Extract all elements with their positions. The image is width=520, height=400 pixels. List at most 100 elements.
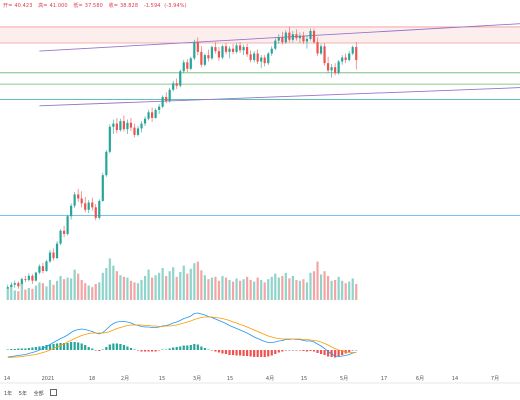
candle bbox=[326, 56, 330, 73]
x-tick-label: 2021 bbox=[42, 376, 55, 382]
volume-bar bbox=[302, 279, 305, 300]
candle-body bbox=[326, 63, 330, 71]
macd-histogram-bar bbox=[45, 345, 48, 350]
volume-bar bbox=[101, 272, 104, 300]
macd-histogram-bar bbox=[73, 342, 76, 350]
x-tick-label: 3月 bbox=[193, 376, 201, 382]
volume-bar bbox=[288, 278, 291, 300]
volume-bar bbox=[242, 279, 245, 300]
volume-bar bbox=[70, 278, 73, 300]
candle bbox=[150, 107, 154, 122]
candle-body bbox=[112, 123, 115, 127]
volume-bar bbox=[179, 272, 182, 300]
volume-bar bbox=[291, 276, 294, 300]
macd-histogram-bar bbox=[48, 344, 52, 350]
candle bbox=[84, 196, 87, 213]
macd-histogram-bar bbox=[140, 350, 143, 352]
candle bbox=[305, 35, 309, 49]
candle bbox=[344, 53, 347, 64]
volume-bar bbox=[59, 276, 62, 300]
x-tick-label: 7月 bbox=[491, 376, 499, 382]
candle-body bbox=[165, 97, 168, 102]
candle bbox=[98, 199, 101, 220]
volume-bar bbox=[263, 282, 266, 300]
candle bbox=[101, 172, 104, 202]
macd-histogram-bar bbox=[207, 349, 210, 350]
candle bbox=[87, 200, 90, 213]
candle bbox=[133, 123, 136, 138]
candle-body bbox=[221, 46, 224, 58]
volume-bar bbox=[207, 279, 210, 300]
volume-bar bbox=[108, 258, 111, 300]
macd-histogram-bar bbox=[6, 349, 9, 350]
open-readout: 开= 40.423 bbox=[3, 3, 33, 9]
candle bbox=[334, 63, 337, 76]
candle bbox=[143, 116, 147, 126]
candle-body bbox=[316, 42, 319, 54]
candle-body bbox=[179, 71, 182, 86]
macd-histogram-bar bbox=[267, 350, 270, 357]
candle-body bbox=[246, 47, 249, 55]
volume-bar bbox=[150, 277, 154, 300]
macd-histogram-bar bbox=[80, 343, 83, 350]
macd-histogram-bar bbox=[59, 343, 62, 350]
candle-body bbox=[348, 53, 351, 60]
period-all-button[interactable]: 全部 bbox=[33, 391, 44, 397]
candle bbox=[348, 51, 351, 62]
volume-bar bbox=[270, 276, 273, 300]
volume-bar bbox=[224, 277, 228, 300]
macd-histogram-bar bbox=[77, 342, 80, 350]
candle bbox=[235, 43, 238, 54]
candle-body bbox=[6, 287, 9, 289]
volume-bar bbox=[41, 283, 45, 300]
macd-histogram-bar bbox=[31, 347, 34, 350]
candle-body bbox=[267, 53, 270, 64]
volume-bar bbox=[48, 280, 52, 300]
candle bbox=[221, 44, 224, 60]
macd-histogram-bar bbox=[122, 345, 126, 350]
volume-bar bbox=[323, 271, 326, 300]
macd-histogram-bar bbox=[154, 350, 157, 352]
macd-histogram-bar bbox=[221, 350, 224, 354]
macd-histogram-bar bbox=[312, 350, 316, 352]
candle-body bbox=[133, 127, 136, 135]
low-readout: 低= 37.580 bbox=[73, 3, 103, 9]
candle bbox=[45, 259, 48, 272]
volume-bar bbox=[326, 276, 330, 300]
macd-histogram-bar bbox=[305, 350, 309, 352]
x-axis: 14 2021 18 2月 15 3月 15 4月 15 5月 17 6月 14 7月 bbox=[0, 376, 520, 384]
candle-body bbox=[330, 67, 333, 71]
candle-body bbox=[84, 203, 87, 210]
macd-histogram-bar bbox=[34, 347, 38, 350]
candle bbox=[295, 29, 298, 41]
macd-histogram-bar bbox=[238, 350, 242, 356]
macd-histogram-bar bbox=[326, 350, 330, 357]
macd-histogram-bar bbox=[263, 350, 266, 357]
volume-bar bbox=[316, 261, 319, 300]
period-5y-button[interactable]: 5年 bbox=[18, 391, 27, 397]
period-1y-button[interactable]: 1年 bbox=[4, 391, 13, 397]
candle-body bbox=[260, 57, 263, 62]
candlesticks bbox=[6, 26, 358, 293]
x-tick-label: 2月 bbox=[121, 376, 129, 382]
resistance-zone bbox=[0, 26, 520, 44]
candle bbox=[168, 88, 171, 103]
calendar-icon[interactable] bbox=[50, 389, 58, 396]
candle-body bbox=[154, 109, 157, 118]
candle-body bbox=[334, 67, 337, 73]
candle bbox=[38, 264, 41, 275]
macd-histogram-bar bbox=[179, 346, 182, 350]
signal-line bbox=[7, 316, 357, 358]
candle bbox=[129, 117, 133, 131]
macd-histogram-bar bbox=[351, 350, 354, 351]
candle bbox=[298, 32, 302, 44]
candle bbox=[316, 37, 319, 56]
change-readout: -1.594 bbox=[143, 3, 161, 9]
volume-bar bbox=[62, 279, 66, 300]
candle-body bbox=[62, 230, 66, 234]
macd-histogram-bar bbox=[260, 350, 263, 357]
macd-histogram-bar bbox=[330, 350, 333, 357]
volume-bar bbox=[87, 285, 90, 300]
ohlc-readout: 开= 40.423 高= 41.000 低= 37.580 收= 38.828 -1.5… bbox=[3, 2, 189, 9]
